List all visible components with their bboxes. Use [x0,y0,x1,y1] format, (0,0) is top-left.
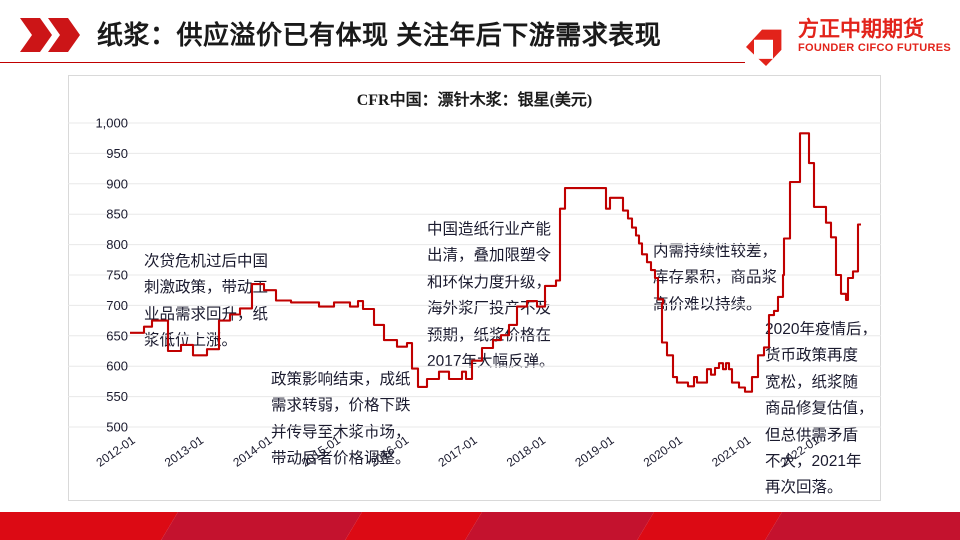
svg-text:2017-01: 2017-01 [436,433,480,470]
svg-text:950: 950 [106,146,128,161]
svg-text:2019-01: 2019-01 [572,433,616,470]
svg-text:2015-01: 2015-01 [299,433,343,470]
svg-text:750: 750 [106,268,128,283]
svg-text:2016-01: 2016-01 [367,433,411,470]
svg-text:2013-01: 2013-01 [162,433,206,470]
svg-text:2014-01: 2014-01 [230,433,274,470]
svg-text:850: 850 [106,207,128,222]
svg-text:700: 700 [106,298,128,313]
svg-text:2021-01: 2021-01 [709,433,753,470]
svg-text:900: 900 [106,176,128,191]
svg-text:500: 500 [106,420,128,435]
svg-text:2020-01: 2020-01 [641,433,685,470]
svg-text:650: 650 [106,328,128,343]
svg-text:2012-01: 2012-01 [94,433,138,470]
svg-text:600: 600 [106,359,128,374]
svg-text:800: 800 [106,237,128,252]
svg-text:2022-01: 2022-01 [778,433,822,470]
svg-text:1,000: 1,000 [95,116,128,131]
svg-text:550: 550 [106,389,128,404]
svg-text:2018-01: 2018-01 [504,433,548,470]
